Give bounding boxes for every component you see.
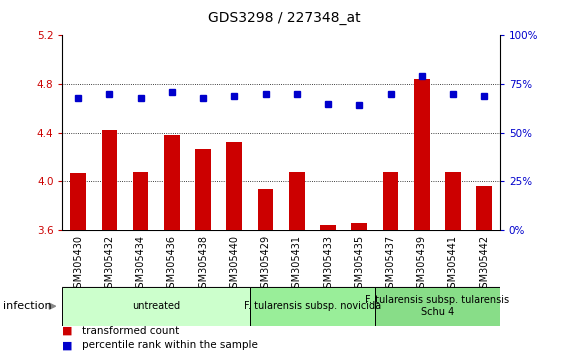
Bar: [320, 225, 336, 230]
Bar: [375, 287, 500, 326]
Text: untreated: untreated: [132, 301, 180, 311]
Bar: [383, 172, 398, 230]
Text: GSM305432: GSM305432: [105, 235, 114, 294]
Bar: [133, 172, 148, 230]
Text: GSM305439: GSM305439: [417, 235, 427, 293]
Text: GSM305438: GSM305438: [198, 235, 208, 293]
Bar: [477, 186, 492, 230]
Text: infection: infection: [3, 301, 52, 311]
Text: GSM305436: GSM305436: [167, 235, 177, 293]
Bar: [70, 173, 86, 230]
Bar: [352, 223, 367, 230]
Bar: [258, 189, 273, 230]
Text: GSM305442: GSM305442: [479, 235, 489, 294]
Bar: [289, 172, 304, 230]
Text: ■: ■: [62, 340, 73, 350]
Text: GSM305441: GSM305441: [448, 235, 458, 293]
Text: GSM305429: GSM305429: [261, 235, 270, 294]
Bar: [102, 130, 117, 230]
Text: transformed count: transformed count: [82, 326, 179, 336]
Bar: [227, 142, 242, 230]
Text: GSM305433: GSM305433: [323, 235, 333, 293]
Bar: [445, 172, 461, 230]
Text: GSM305430: GSM305430: [73, 235, 83, 293]
Bar: [62, 287, 250, 326]
Text: F. tularensis subsp. novicida: F. tularensis subsp. novicida: [244, 301, 381, 311]
Text: percentile rank within the sample: percentile rank within the sample: [82, 340, 258, 350]
Bar: [414, 79, 429, 230]
Text: GSM305437: GSM305437: [386, 235, 395, 294]
Text: GSM305434: GSM305434: [136, 235, 145, 293]
Text: GSM305431: GSM305431: [292, 235, 302, 293]
Text: F. tularensis subsp. tularensis
Schu 4: F. tularensis subsp. tularensis Schu 4: [365, 295, 509, 317]
Text: GSM305435: GSM305435: [354, 235, 364, 294]
Bar: [250, 287, 375, 326]
Text: GSM305440: GSM305440: [229, 235, 239, 293]
Bar: [164, 135, 179, 230]
Bar: [195, 149, 211, 230]
Text: GDS3298 / 227348_at: GDS3298 / 227348_at: [208, 11, 360, 25]
Text: ■: ■: [62, 326, 73, 336]
